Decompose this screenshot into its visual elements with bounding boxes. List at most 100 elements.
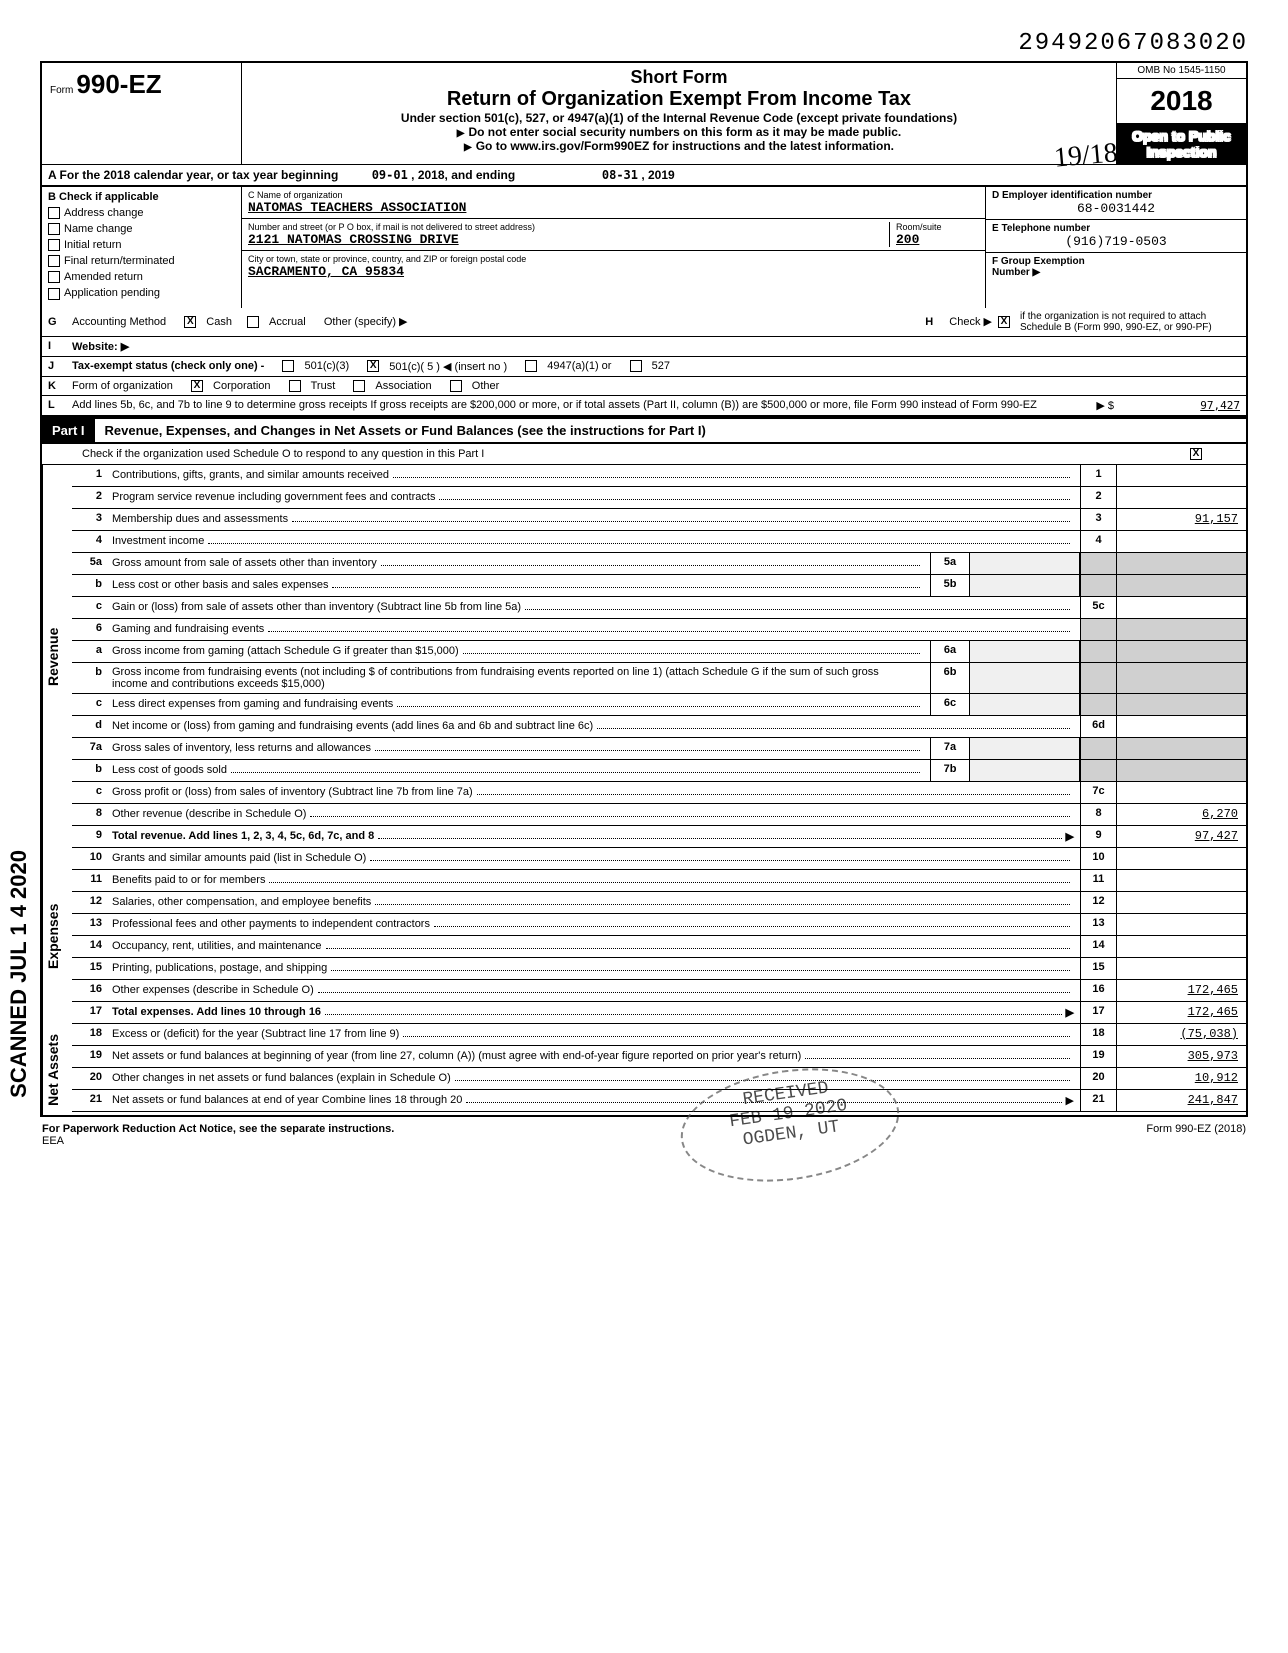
check-item: Name change [48, 223, 235, 235]
line-amount [1116, 782, 1246, 803]
line-mid-value [970, 760, 1080, 781]
line-number: c [72, 694, 106, 715]
association-checkbox[interactable] [353, 380, 365, 392]
line-mid-number: 6c [930, 694, 970, 715]
ein-value: 68-0031442 [992, 201, 1240, 216]
net-assets-section: Net Assets 18Excess or (deficit) for the… [40, 1024, 1248, 1118]
line-text: Occupancy, rent, utilities, and maintena… [106, 936, 1080, 957]
schedule-b-checkbox[interactable] [998, 316, 1010, 328]
line-text: Other expenses (describe in Schedule O) [106, 980, 1080, 1001]
line-text: Other changes in net assets or fund bala… [106, 1068, 1080, 1089]
row-i: I Website: ▶ [40, 337, 1248, 357]
row-j-label: J [48, 360, 66, 372]
corporation-checkbox[interactable] [191, 380, 203, 392]
line-number: 16 [72, 980, 106, 1001]
line-number: a [72, 641, 106, 662]
applicable-checkbox[interactable] [48, 288, 60, 300]
applicable-checkbox[interactable] [48, 271, 60, 283]
schedule-o-checkbox[interactable] [1190, 448, 1202, 460]
line-right-number: 11 [1080, 870, 1116, 891]
line-number: 9 [72, 826, 106, 847]
line-right-shade [1080, 575, 1116, 596]
cash-checkbox[interactable] [184, 316, 196, 328]
form-line: 10Grants and similar amounts paid (list … [72, 848, 1246, 870]
room-label: Room/suite [896, 222, 979, 232]
4947-checkbox[interactable] [525, 360, 537, 372]
line-mid-number: 5b [930, 575, 970, 596]
omb-number: OMB No 1545-1150 [1117, 63, 1246, 79]
501c3-checkbox[interactable] [282, 360, 294, 372]
form-line: 18Excess or (deficit) for the year (Subt… [72, 1024, 1246, 1046]
other-org-checkbox[interactable] [450, 380, 462, 392]
line-number: 3 [72, 509, 106, 530]
form-footer-right: Form 990-EZ (2018) [1146, 1123, 1246, 1147]
501c3-label: 501(c)(3) [304, 360, 349, 372]
line-amount [1116, 848, 1246, 869]
association-label: Association [375, 380, 431, 392]
identity-grid: B Check if applicable Address changeName… [40, 187, 1248, 308]
line-text: Total expenses. Add lines 10 through 16▶ [106, 1002, 1080, 1023]
form-line: 4Investment income4 [72, 531, 1246, 553]
line-right-number: 2 [1080, 487, 1116, 508]
line-number: 2 [72, 487, 106, 508]
applicable-checkbox[interactable] [48, 207, 60, 219]
line-number: 8 [72, 804, 106, 825]
501c-checkbox[interactable] [367, 360, 379, 372]
line-number: 1 [72, 465, 106, 486]
line-text: Printing, publications, postage, and shi… [106, 958, 1080, 979]
form-line: 14Occupancy, rent, utilities, and mainte… [72, 936, 1246, 958]
line-text: Salaries, other compensation, and employ… [106, 892, 1080, 913]
check-item: Amended return [48, 271, 235, 283]
row-k: K Form of organization Corporation Trust… [40, 377, 1248, 396]
line-right-number: 3 [1080, 509, 1116, 530]
applicable-checkbox[interactable] [48, 223, 60, 235]
line-right-number: 6d [1080, 716, 1116, 737]
accrual-checkbox[interactable] [247, 316, 259, 328]
line-right-number: 18 [1080, 1024, 1116, 1045]
part-1-tag: Part I [42, 419, 95, 442]
expenses-section: Expenses 10Grants and similar amounts pa… [40, 848, 1248, 1024]
line-text: Net assets or fund balances at beginning… [106, 1046, 1080, 1067]
line-mid-number: 5a [930, 553, 970, 574]
section-d-e-f: D Employer identification number 68-0031… [986, 187, 1246, 308]
phone-label: E Telephone number [992, 223, 1240, 234]
line-text: Total revenue. Add lines 1, 2, 3, 4, 5c,… [106, 826, 1080, 847]
line-amount [1116, 870, 1246, 891]
line-text: Gain or (loss) from sale of assets other… [106, 597, 1080, 618]
501c-label: 501(c)( 5 ) ◀ (insert no ) [389, 360, 507, 373]
line-amount [1116, 914, 1246, 935]
group-exemption-number: Number ▶ [992, 267, 1240, 278]
schedule-o-check-row: Check if the organization used Schedule … [40, 444, 1248, 465]
form-line: 6Gaming and fundraising events [72, 619, 1246, 641]
eea-label: EEA [42, 1135, 64, 1147]
line-right-shade [1080, 738, 1116, 759]
line-mid-number: 6b [930, 663, 970, 693]
trust-checkbox[interactable] [289, 380, 301, 392]
line-amount [1116, 597, 1246, 618]
row-h-label: H [925, 316, 943, 328]
applicable-checkbox[interactable] [48, 239, 60, 251]
row-g-h: G Accounting Method Cash Accrual Other (… [40, 308, 1248, 337]
h-tail-text: if the organization is not required to a… [1020, 311, 1240, 333]
line-text: Other revenue (describe in Schedule O) [106, 804, 1080, 825]
line-number: b [72, 575, 106, 596]
form-line: 9Total revenue. Add lines 1, 2, 3, 4, 5c… [72, 826, 1246, 848]
line-number: 15 [72, 958, 106, 979]
line-amount: 172,465 [1116, 1002, 1246, 1023]
applicable-checkbox[interactable] [48, 255, 60, 267]
line-amount-shade [1116, 760, 1246, 781]
schedule-o-check-label: Check if the organization used Schedule … [82, 448, 484, 460]
line-amount-shade [1116, 575, 1246, 596]
line-right-number: 7c [1080, 782, 1116, 803]
527-checkbox[interactable] [630, 360, 642, 372]
line-number: b [72, 760, 106, 781]
line-text: Gross sales of inventory, less returns a… [106, 738, 930, 759]
line-mid-value [970, 738, 1080, 759]
form-line: dNet income or (loss) from gaming and fu… [72, 716, 1246, 738]
line-mid-value [970, 641, 1080, 662]
line-amount: (75,038) [1116, 1024, 1246, 1045]
addr-label: Number and street (or P O box, if mail i… [248, 222, 889, 232]
line-text: Professional fees and other payments to … [106, 914, 1080, 935]
city-state-zip: SACRAMENTO, CA 95834 [248, 264, 979, 279]
row-i-label: I [48, 340, 66, 352]
